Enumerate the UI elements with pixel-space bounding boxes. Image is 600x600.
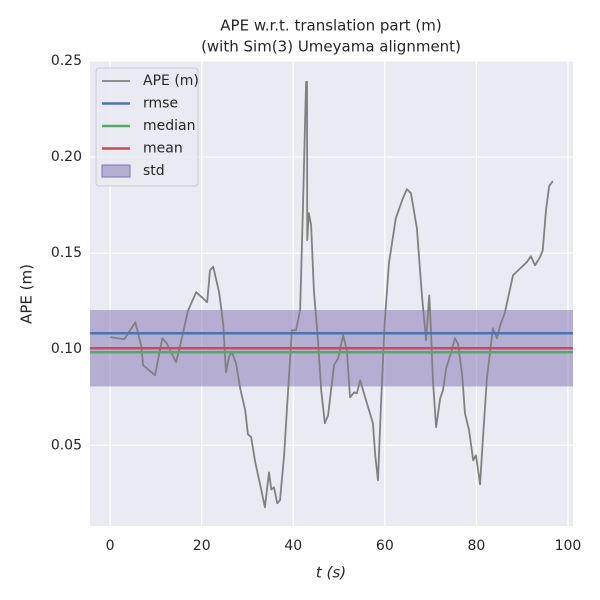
x-axis-label: t (s) <box>316 564 346 582</box>
y-tick-label: 0.10 <box>51 341 82 357</box>
y-tick-label: 0.15 <box>51 245 82 261</box>
y-tick-label: 0.05 <box>51 437 82 453</box>
chart-subtitle: (with Sim(3) Umeyama alignment) <box>201 38 461 56</box>
legend-swatch <box>101 164 131 178</box>
x-tick-label: 80 <box>467 538 485 554</box>
x-tick-label: 20 <box>193 538 211 554</box>
legend-label: median <box>143 118 195 134</box>
x-tick-label: 60 <box>376 538 394 554</box>
x-tick-label: 100 <box>555 538 582 554</box>
legend-box <box>95 67 199 187</box>
data-line <box>110 81 554 509</box>
chart-title: APE w.r.t. translation part (m) <box>220 17 441 35</box>
y-axis-label: APE (m) <box>18 264 36 324</box>
legend-label: rmse <box>143 96 178 112</box>
y-tick-label: 0.25 <box>51 53 82 69</box>
legend-label: std <box>143 163 165 179</box>
x-tick-label: 0 <box>106 538 115 554</box>
legend-label: mean <box>143 141 183 157</box>
y-tick-label: 0.20 <box>51 149 82 165</box>
x-tick-label: 40 <box>284 538 302 554</box>
legend-label: APE (m) <box>143 73 199 89</box>
